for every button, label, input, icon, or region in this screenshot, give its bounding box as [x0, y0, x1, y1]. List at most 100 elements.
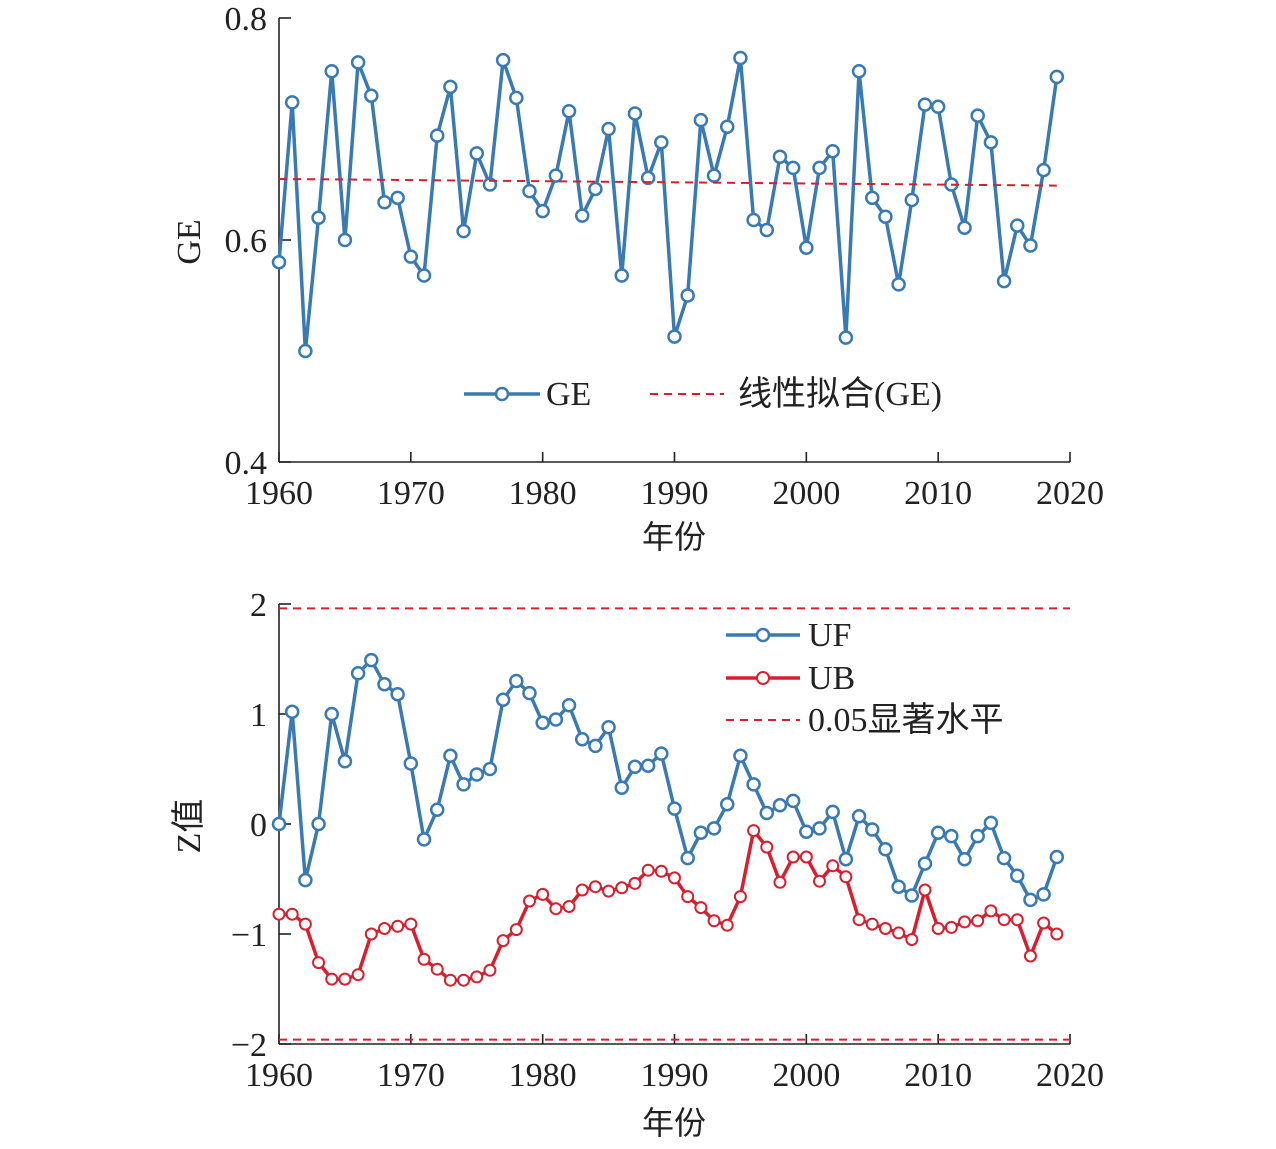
ge-ge-point [1010, 218, 1025, 233]
z-ub-point [813, 874, 827, 888]
ge-x-tick-label: 1980 [509, 475, 577, 512]
z-uf-point [799, 824, 814, 839]
z-ub-point [760, 840, 774, 854]
z-ub-point [536, 887, 550, 901]
z-ub-point [733, 890, 747, 904]
fit-legend-label: 线性拟合(GE) [738, 375, 942, 413]
ge-ge-point [799, 240, 814, 256]
z-ub-point [878, 922, 892, 935]
z-ub-point [443, 973, 457, 987]
ge-ge-point [746, 212, 761, 228]
ge-ge-point [429, 128, 445, 143]
z-ub-point [905, 933, 919, 946]
ge-ge-point [667, 329, 682, 344]
z-uf-point [429, 802, 445, 817]
z-uf-point [667, 801, 682, 816]
ge-ge-point [364, 88, 379, 103]
z-uf-point [482, 761, 498, 777]
ge-ge-point [337, 232, 353, 248]
z-ub-point [720, 918, 734, 932]
z-uf-point [812, 821, 827, 836]
z-ub-point [892, 926, 906, 940]
z-x-tick-label: 1990 [641, 1057, 709, 1094]
z-ub-line [279, 828, 1058, 982]
z-ub-point [839, 870, 853, 884]
ge-ge-point [891, 277, 906, 292]
z-ub-point [1010, 913, 1024, 927]
ge-ge-point [825, 143, 840, 159]
z-uf-point [693, 825, 709, 841]
z-ub-point [1023, 949, 1037, 963]
z-uf-point [1036, 887, 1051, 902]
z-ub-point [522, 894, 536, 908]
ge-ge-point [680, 288, 695, 303]
z-uf-point [416, 832, 432, 847]
z-x-tick-label: 2020 [1036, 1057, 1104, 1094]
z-ub-point [457, 973, 471, 987]
z-uf-point [917, 856, 933, 871]
ge-x-tick-label: 2000 [772, 475, 840, 512]
ge-ge-point [495, 52, 511, 68]
z-uf-point [456, 777, 471, 792]
ge-ge-point [403, 249, 419, 264]
z-uf-point [759, 805, 775, 821]
z-uf-point [311, 816, 326, 832]
z-ub-point [1050, 927, 1064, 941]
z-uf-point [996, 850, 1012, 866]
z-axes: 1960 1970 1980 1990 2000 2010 2020 −2 −1 0 1 2 [231, 587, 1104, 1094]
ge-ge-point [509, 90, 524, 106]
z-ub-point [602, 884, 616, 898]
ge-marks [271, 50, 1065, 359]
z-y-tick-label: 2 [250, 587, 267, 624]
z-uf-point [377, 677, 392, 692]
z-uf-point [574, 732, 590, 747]
ge-ge-point [601, 121, 616, 137]
z-ub-point [852, 913, 866, 927]
z-ub-point [509, 923, 523, 937]
ge-ge-point [456, 223, 471, 239]
ge-legend-marker [494, 386, 510, 402]
z-ub-point [799, 850, 813, 864]
z-uf-point [719, 796, 735, 812]
z-uf-point [983, 815, 999, 831]
z-ub-point [944, 920, 958, 934]
z-x-tick-label: 1970 [377, 1057, 445, 1094]
z-ub-point [668, 871, 681, 885]
ge-ge-point [324, 64, 339, 79]
z-ub-point [312, 956, 326, 970]
z-ub-point [430, 962, 444, 976]
ge-ge-point [284, 95, 300, 110]
z-x-tick-label: 1980 [509, 1057, 577, 1094]
z-x-tick-label: 1960 [245, 1057, 313, 1094]
z-uf-point [337, 754, 353, 769]
ge-ge-point [654, 135, 669, 150]
z-uf-point [904, 888, 920, 903]
z-panel: 1960 1970 1980 1990 2000 2010 2020 −2 −1 0 1 2 Z值 年… [170, 587, 1104, 1142]
ge-ge-point [733, 50, 748, 66]
z-uf-point [403, 756, 419, 771]
z-uf-point [891, 879, 906, 894]
ge-ge-point [759, 222, 775, 238]
ge-ge-point [785, 160, 801, 176]
z-uf-point [390, 686, 405, 702]
z-ub-point [351, 968, 365, 982]
z-uf-point [1049, 849, 1065, 865]
z-y-axis-title: Z值 [170, 799, 208, 854]
z-ub-point [918, 883, 932, 897]
z-uf-point [680, 850, 695, 866]
ge-ge-point [917, 97, 933, 112]
z-ub-point [364, 927, 378, 941]
z-uf-point [825, 804, 840, 820]
z-uf-point [561, 697, 577, 713]
z-x-tick-label: 2010 [904, 1057, 972, 1094]
z-uf-point [535, 715, 550, 731]
ge-ge-point [693, 112, 709, 128]
z-ub-point [298, 917, 312, 931]
z-uf-point [495, 692, 511, 707]
ge-ge-point [614, 268, 630, 283]
ge-ge-point [706, 168, 722, 183]
z-uf-point [443, 748, 458, 764]
z-y-tick-label: −1 [231, 917, 267, 954]
z-uf-point [640, 758, 656, 773]
z-uf-point [706, 821, 722, 836]
